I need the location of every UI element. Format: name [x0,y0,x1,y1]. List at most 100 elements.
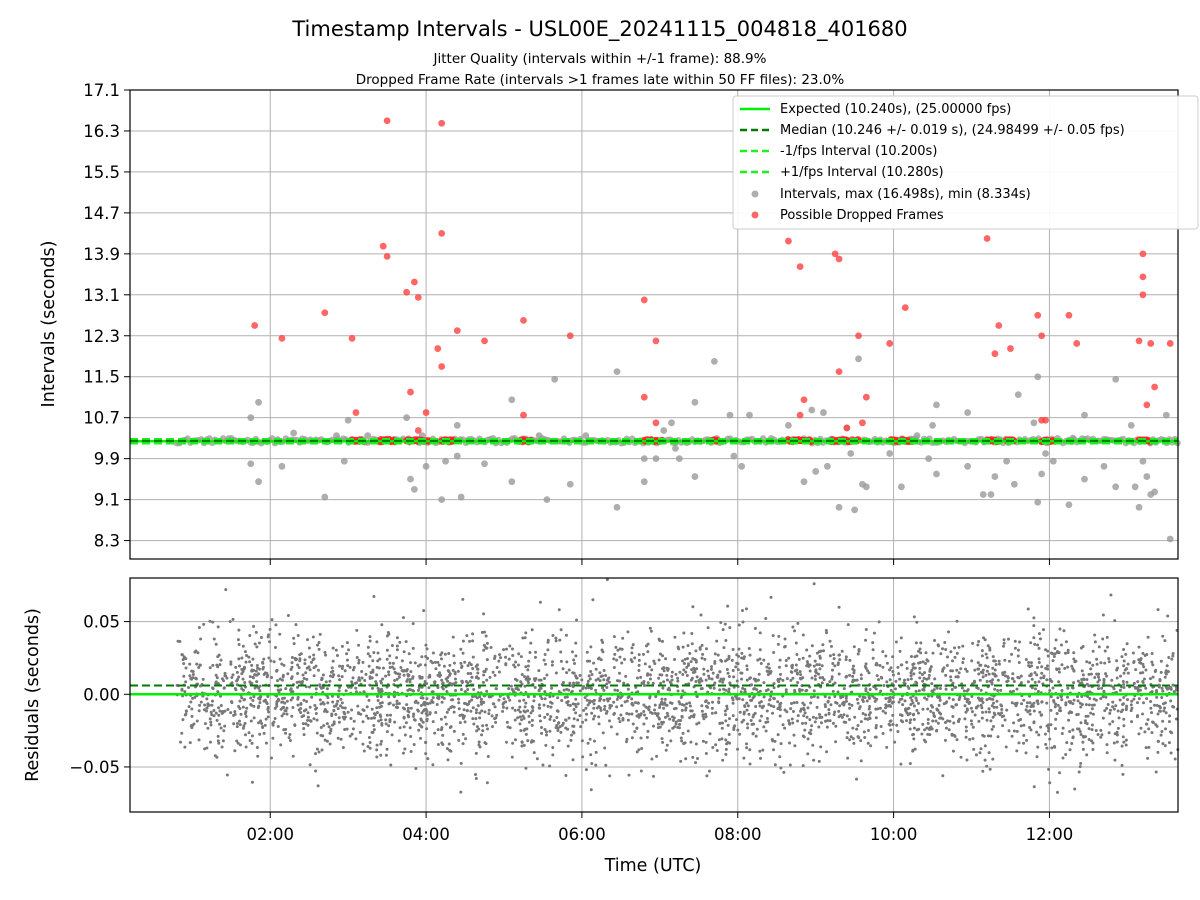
residual-point [457,707,461,711]
residual-point [642,710,646,714]
residual-point [903,682,907,686]
residual-point [690,642,694,646]
residual-point [363,678,367,682]
residual-point [1049,708,1053,712]
residual-point [1037,646,1041,650]
residual-point [474,711,478,715]
residual-point [911,733,915,737]
residual-point [1006,675,1010,679]
residual-point [1100,686,1104,690]
residual-point [1038,637,1042,641]
residual-point [971,737,975,741]
residual-point [385,747,389,751]
residual-point [1126,671,1130,675]
residual-point [1145,697,1149,701]
residual-point [328,679,332,683]
residual-point [327,725,331,729]
residual-point [313,703,317,707]
residual-point [842,713,846,717]
residual-point [618,647,622,651]
residual-point [1013,639,1017,643]
residual-point [1043,732,1047,736]
residual-point [338,685,342,689]
residual-point [1163,639,1167,643]
residual-point [574,697,578,701]
residual-point [804,721,808,725]
residual-point [1046,649,1050,653]
residual-point [704,647,708,651]
residual-point [235,670,239,674]
residual-point [1143,653,1147,657]
residual-point [602,698,606,702]
residual-point [952,733,956,737]
residual-point [666,714,670,718]
residual-point [390,733,394,737]
residual-point [898,677,902,681]
residual-point [597,704,601,708]
residual-point [526,675,530,679]
residual-point [642,683,646,687]
residual-point [714,743,718,747]
residual-point [296,633,300,637]
residual-point [559,650,563,654]
interval-outlier-point [823,462,831,470]
residual-point [964,725,968,729]
dropped-frame-point [520,317,527,324]
residual-point [794,641,798,645]
residual-point [574,641,578,645]
residual-point [1091,663,1095,667]
residual-point [1109,593,1113,597]
residual-point [1161,634,1165,638]
residual-point [711,746,715,750]
residual-point [208,666,212,670]
residual-point [550,663,554,667]
residual-point [512,663,516,667]
residual-point [548,764,552,768]
residual-point [999,688,1003,692]
residual-point [670,674,674,678]
residual-point [284,709,288,713]
residual-point [564,773,568,777]
residual-point [183,745,187,749]
interval-outlier-point [933,401,940,409]
residual-point [239,712,243,716]
residual-point [426,656,430,660]
residual-point [411,714,415,718]
interval-outliers [247,355,1174,543]
residual-point [1116,726,1120,730]
residual-point [1113,758,1117,762]
residual-point [411,689,415,693]
residual-point [679,736,683,740]
residual-point [866,741,870,745]
residual-point [598,696,602,700]
residual-point [823,703,827,707]
residual-point [598,671,602,675]
residual-point [727,675,731,679]
interval-outlier-point [964,462,972,470]
residuals-x-tick-label: 04:00 [402,825,450,844]
residual-point [1115,730,1119,734]
residual-point [855,697,859,701]
residual-point [698,647,702,651]
residual-point [397,675,401,679]
residual-point [567,688,571,692]
residual-point [800,688,804,692]
residual-point [549,705,553,709]
residual-point [430,698,434,702]
residual-point [1136,680,1140,684]
residual-point [665,678,669,682]
residual-point [298,653,302,657]
residual-point [943,738,947,742]
residual-point [1054,702,1058,706]
residual-point [764,729,768,733]
residual-point [795,652,799,656]
residual-point [1115,733,1119,737]
residual-point [523,675,527,679]
residual-point [817,672,821,676]
residual-point [389,713,393,717]
residual-point [826,700,830,704]
residual-point [484,646,488,650]
residual-point [497,698,501,702]
residual-point [389,763,393,767]
